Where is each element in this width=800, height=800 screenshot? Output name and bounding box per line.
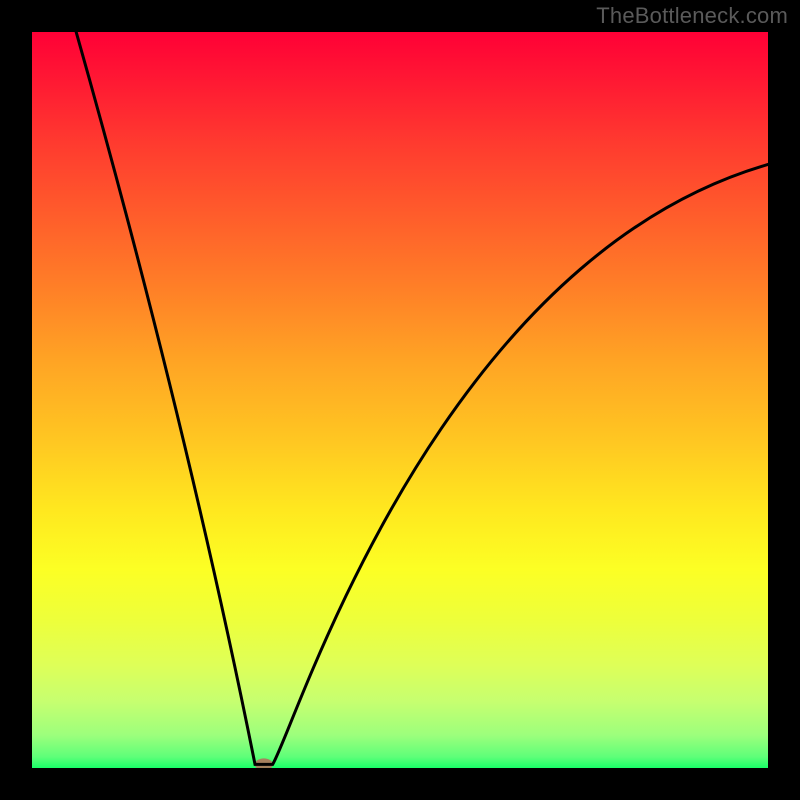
attribution-label: TheBottleneck.com: [596, 3, 788, 29]
plot-gradient-background: [32, 32, 768, 768]
chart-stage: TheBottleneck.com: [0, 0, 800, 800]
